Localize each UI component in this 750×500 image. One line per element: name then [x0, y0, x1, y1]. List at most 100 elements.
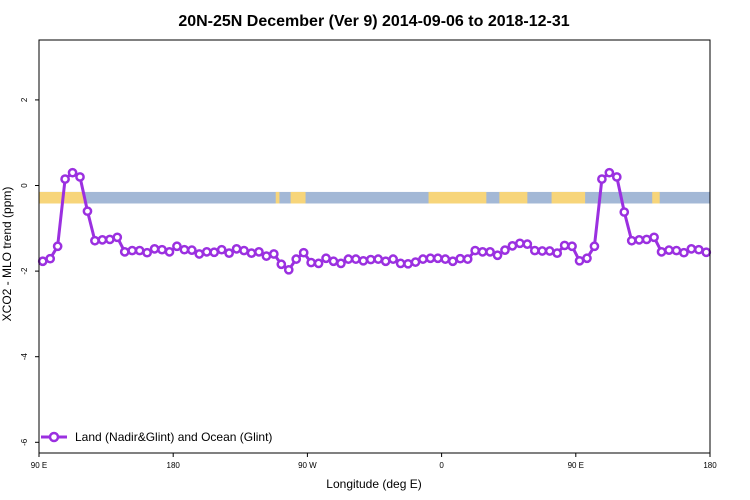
data-point — [582, 253, 592, 264]
data-point — [254, 246, 264, 257]
data-point — [231, 244, 242, 254]
data-point — [90, 235, 100, 246]
data-point — [455, 253, 466, 264]
data-point — [574, 255, 585, 266]
data-point — [52, 241, 63, 252]
data-point — [462, 254, 473, 264]
data-point — [149, 244, 160, 254]
legend-point-marker — [48, 431, 60, 443]
data-point — [291, 254, 302, 264]
data-point — [619, 207, 630, 217]
data-point — [142, 247, 152, 258]
data-point — [261, 251, 272, 261]
series-layer — [37, 167, 712, 275]
data-point — [336, 258, 346, 269]
data-point — [522, 239, 533, 249]
chart-title: 20N-25N December (Ver 9) 2014-09-06 to 2… — [178, 13, 569, 30]
x-tick-label-3: 0 — [439, 461, 444, 470]
data-point — [75, 172, 85, 182]
data-point — [298, 247, 309, 258]
data-point — [358, 255, 369, 266]
data-point — [306, 257, 316, 268]
x-tick-label-4: 90 E — [568, 461, 584, 470]
data-point — [157, 244, 167, 255]
data-point — [313, 258, 324, 269]
data-point — [641, 234, 652, 245]
data-point — [500, 245, 510, 255]
data-point — [388, 254, 398, 264]
land-segment-1 — [275, 191, 280, 204]
data-point — [209, 247, 220, 258]
x-tick-label-2: 90 W — [298, 461, 317, 470]
x-axis: 90 E 180 90 W 0 90 E 180 — [31, 453, 717, 470]
data-point — [515, 238, 525, 249]
data-point — [626, 235, 637, 246]
data-point — [440, 254, 451, 264]
data-point — [418, 254, 428, 264]
land-segment-5 — [551, 191, 586, 204]
data-point — [403, 258, 413, 269]
data-point — [589, 241, 600, 252]
data-point — [172, 241, 182, 252]
data-point — [537, 246, 548, 256]
data-point — [104, 234, 115, 245]
data-point — [201, 246, 212, 257]
x-tick-label-1: 180 — [167, 461, 181, 470]
data-point — [164, 246, 175, 257]
y-tick-label-0: 2 — [20, 97, 29, 102]
data-point — [395, 258, 406, 269]
data-point — [485, 246, 495, 257]
data-point — [634, 235, 645, 245]
land-segment-4 — [499, 191, 528, 204]
data-point — [701, 247, 712, 258]
data-point — [246, 248, 257, 258]
data-point — [649, 232, 659, 243]
x-tick-label-5: 180 — [703, 461, 717, 470]
data-point — [119, 246, 130, 257]
data-point — [321, 253, 331, 264]
data-point — [380, 256, 391, 267]
y-tick-label-4: -6 — [20, 438, 29, 446]
data-point — [604, 167, 615, 178]
y-tick-label-2: -2 — [20, 267, 29, 275]
x-axis-label: Longitude (deg E) — [326, 477, 421, 491]
ocean-band — [39, 191, 710, 204]
data-point — [276, 259, 287, 270]
land-ocean-band — [39, 191, 710, 204]
data-point — [60, 174, 70, 184]
data-point — [134, 245, 145, 256]
data-point — [112, 232, 123, 243]
y-tick-label-1: 0 — [20, 183, 29, 188]
x-tick-label-0: 90 E — [31, 461, 47, 470]
data-point — [597, 174, 607, 184]
data-point — [216, 244, 227, 255]
data-point — [671, 245, 682, 256]
data-point — [664, 245, 674, 255]
data-point — [186, 245, 197, 255]
data-point — [127, 245, 138, 256]
data-point — [224, 248, 234, 258]
data-point — [97, 235, 108, 245]
y-axis-label: XCO2 - MLO trend (ppm) — [0, 187, 14, 322]
data-point — [656, 246, 667, 257]
plot-frame — [38, 39, 711, 454]
land-segment-2 — [290, 191, 306, 204]
y-axis: 2 0 -2 -4 -6 — [20, 97, 39, 446]
data-point — [328, 256, 339, 267]
data-point — [425, 253, 436, 264]
data-point — [365, 254, 376, 265]
data-point — [37, 256, 48, 267]
data-point — [567, 241, 577, 252]
land-segment-3 — [428, 191, 487, 204]
data-point — [529, 245, 540, 256]
data-point — [507, 241, 518, 251]
y-tick-label-3: -4 — [20, 353, 29, 361]
data-point — [239, 245, 249, 256]
data-point — [373, 254, 384, 264]
legend: Land (Nadir&Glint) and Ocean (Glint) — [41, 430, 272, 444]
data-point — [343, 254, 354, 264]
land-segment-6 — [652, 191, 660, 204]
data-point — [82, 206, 93, 217]
data-point — [194, 249, 205, 259]
